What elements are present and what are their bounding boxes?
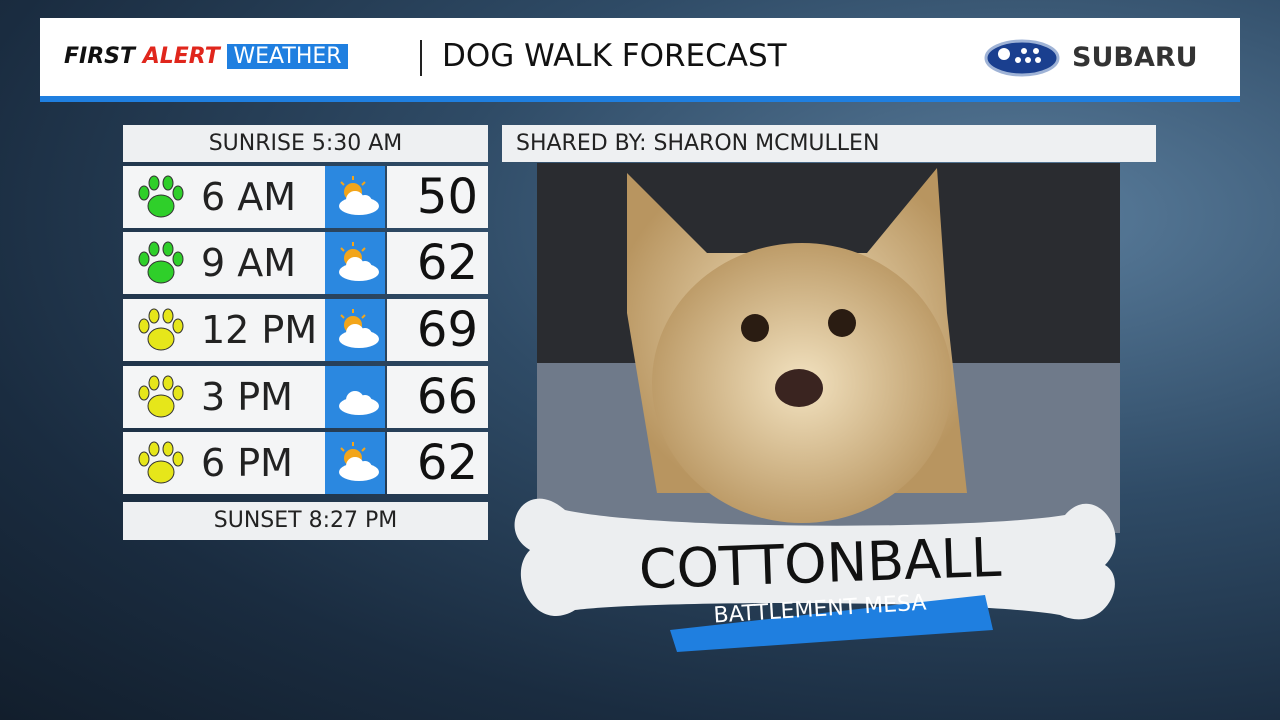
temp-bg xyxy=(387,299,488,361)
time-label: 12 PM xyxy=(201,308,318,352)
paw-icon xyxy=(138,175,184,218)
paw-icon xyxy=(138,375,184,418)
temperature: 62 xyxy=(416,435,478,491)
time-label: 3 PM xyxy=(201,375,293,419)
brand-first: FIRST xyxy=(64,44,136,69)
subaru-logo xyxy=(984,39,1060,77)
paw-icon xyxy=(138,308,184,351)
weather-icon xyxy=(339,176,379,215)
shared-by: SHARED BY: SHARON MCMULLEN xyxy=(502,125,1156,162)
temp-bg xyxy=(387,232,488,294)
paw-icon xyxy=(138,241,184,284)
forecast-row: 9 AM 62 xyxy=(123,232,488,294)
temp-bg xyxy=(387,166,488,228)
temp-bg xyxy=(387,432,488,494)
time-label: 6 PM xyxy=(201,441,293,485)
forecast-row: 3 PM 66 xyxy=(123,366,488,428)
weather-icon xyxy=(339,442,379,481)
temperature: 50 xyxy=(416,169,478,225)
sunrise: SUNRISE 5:30 AM xyxy=(123,125,488,162)
weather-icon xyxy=(339,309,379,348)
header-title: DOG WALK FORECAST xyxy=(442,38,787,74)
temperature: 62 xyxy=(416,235,478,291)
temp-bg xyxy=(387,366,488,428)
temperature: 69 xyxy=(416,302,478,358)
dog-photo xyxy=(537,163,1120,533)
brand-weather: WEATHER xyxy=(227,44,348,69)
brand: FIRST ALERT WEATHER xyxy=(64,44,348,69)
bone xyxy=(514,498,1116,652)
divider xyxy=(420,40,422,76)
weather-icon xyxy=(339,242,379,281)
forecast-row: 6 AM 50 xyxy=(123,166,488,228)
sponsor: SUBARU xyxy=(1072,42,1198,73)
brand-alert: ALERT xyxy=(142,44,220,69)
time-label: 9 AM xyxy=(201,241,297,285)
time-label: 6 AM xyxy=(201,175,297,219)
forecast-row: 12 PM 69 xyxy=(123,299,488,361)
temperature: 66 xyxy=(416,369,478,425)
forecast-row: 6 PM 62 xyxy=(123,432,488,494)
paw-icon xyxy=(138,441,184,484)
weather-icon xyxy=(339,391,379,415)
sunset: SUNSET 8:27 PM xyxy=(123,502,488,540)
